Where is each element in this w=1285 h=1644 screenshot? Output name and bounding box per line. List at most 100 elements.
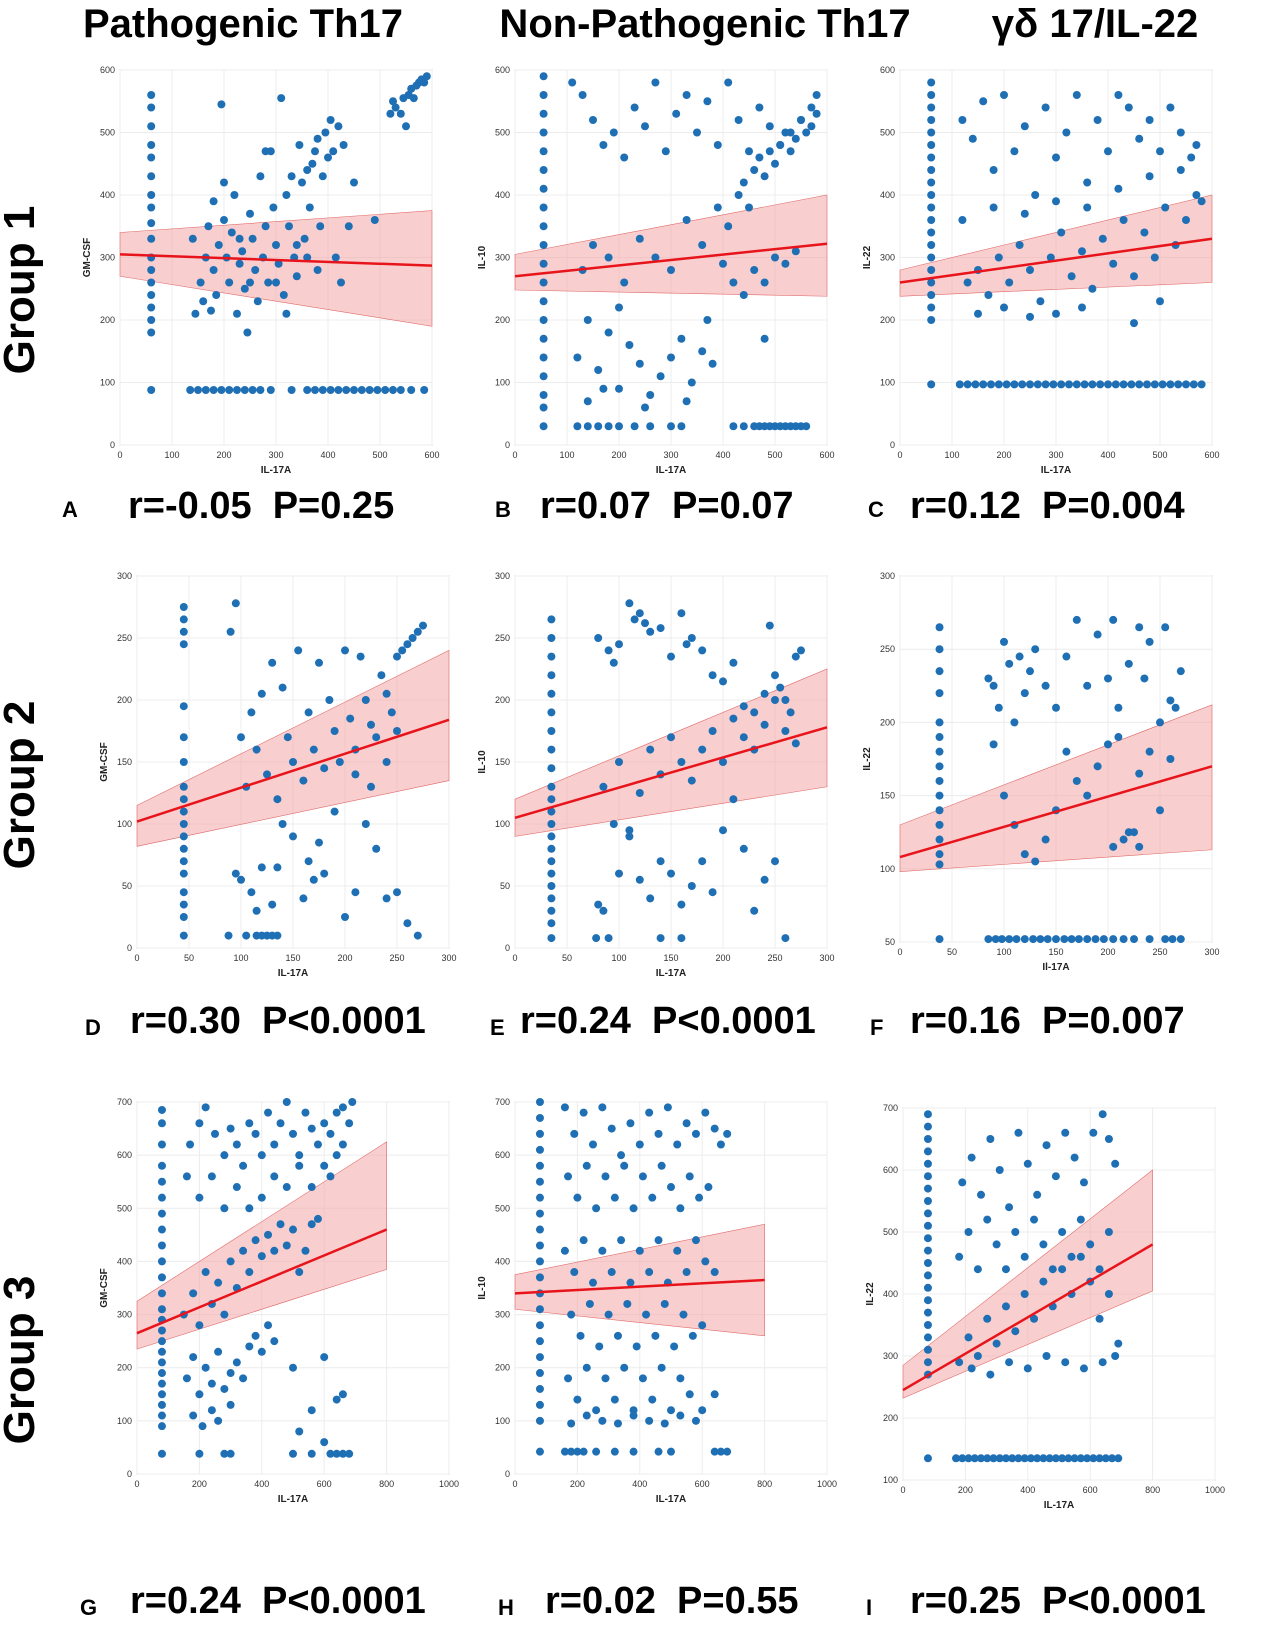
data-point xyxy=(935,747,944,756)
data-point xyxy=(179,627,188,636)
data-point xyxy=(231,869,240,878)
data-point xyxy=(1062,747,1071,756)
data-point xyxy=(1197,197,1206,206)
data-point xyxy=(646,627,655,636)
data-point xyxy=(635,1246,644,1255)
data-point xyxy=(1078,247,1086,256)
data-point xyxy=(186,386,195,394)
data-point xyxy=(220,1384,229,1393)
data-point xyxy=(685,1172,694,1181)
data-point xyxy=(657,1363,666,1372)
data-point xyxy=(935,935,944,944)
data-point xyxy=(179,913,188,921)
data-point xyxy=(583,397,592,406)
data-point xyxy=(1156,147,1164,156)
data-point xyxy=(1098,234,1107,243)
y-tick-label: 600 xyxy=(495,65,510,75)
data-point xyxy=(599,906,608,915)
data-point xyxy=(264,1108,273,1117)
data-point xyxy=(592,1204,601,1213)
data-point xyxy=(1145,935,1154,944)
x-tick-label: 400 xyxy=(632,1479,647,1489)
data-point xyxy=(1020,1252,1029,1261)
data-point xyxy=(927,380,936,389)
data-point xyxy=(381,386,390,394)
data-point xyxy=(147,153,156,162)
data-point xyxy=(687,378,696,387)
data-point xyxy=(1005,1358,1014,1367)
data-point xyxy=(791,247,800,256)
data-point xyxy=(1098,1358,1107,1367)
data-point xyxy=(994,703,1003,712)
data-point xyxy=(704,1183,713,1192)
data-point xyxy=(345,1449,354,1458)
data-point xyxy=(1104,1228,1113,1236)
data-point xyxy=(214,241,223,249)
data-point xyxy=(535,1369,544,1378)
y-tick-label: 100 xyxy=(495,378,510,388)
data-point xyxy=(1083,681,1092,690)
data-point xyxy=(1011,1327,1020,1336)
data-point xyxy=(667,1406,675,1415)
data-point xyxy=(651,253,660,262)
data-point xyxy=(179,857,188,866)
data-point xyxy=(233,309,241,318)
data-point xyxy=(710,1124,719,1133)
data-point xyxy=(179,640,188,649)
data-point xyxy=(351,888,360,897)
data-point xyxy=(157,1225,166,1234)
data-point xyxy=(403,640,412,649)
data-point xyxy=(307,1124,316,1133)
data-point xyxy=(1014,1128,1023,1137)
panel-letter-b: B xyxy=(495,497,511,522)
data-point xyxy=(935,667,944,676)
x-tick-label: 0 xyxy=(512,953,517,963)
data-point xyxy=(308,159,317,168)
data-point xyxy=(695,1193,704,1202)
data-point xyxy=(964,1454,973,1463)
data-point xyxy=(935,791,944,800)
data-point xyxy=(539,278,548,287)
data-point xyxy=(220,216,228,224)
data-point xyxy=(560,1103,569,1112)
data-point xyxy=(1104,147,1112,156)
data-point xyxy=(935,733,944,742)
data-point xyxy=(729,795,738,804)
data-point xyxy=(1067,1252,1076,1261)
data-point xyxy=(1020,935,1029,944)
data-point xyxy=(387,708,396,717)
data-point xyxy=(535,1113,544,1122)
x-tick-label: 0 xyxy=(897,450,902,460)
data-point xyxy=(567,1310,576,1319)
data-point xyxy=(958,216,967,224)
data-point xyxy=(927,153,936,162)
data-point xyxy=(638,1172,647,1181)
data-point xyxy=(573,353,582,362)
data-point xyxy=(1187,153,1196,162)
data-point xyxy=(1088,284,1097,293)
x-tick-label: 600 xyxy=(695,1479,710,1489)
data-point xyxy=(204,222,213,231)
y-tick-label: 200 xyxy=(495,695,510,705)
x-tick-label: 100 xyxy=(164,450,179,460)
data-point xyxy=(710,1268,719,1277)
x-tick-label: 0 xyxy=(134,953,139,963)
data-point xyxy=(927,303,936,312)
data-point xyxy=(617,1151,626,1160)
data-point xyxy=(300,234,309,243)
data-point xyxy=(539,391,548,399)
data-point xyxy=(270,1337,279,1346)
data-point xyxy=(157,1305,166,1314)
data-point xyxy=(535,1321,544,1330)
data-point xyxy=(289,1129,297,1138)
y-tick-label: 300 xyxy=(117,571,132,581)
data-point xyxy=(226,1257,235,1266)
data-point xyxy=(1030,1215,1039,1224)
data-point xyxy=(935,645,944,654)
data-point xyxy=(365,386,374,394)
data-point xyxy=(539,128,548,137)
data-point xyxy=(179,603,188,611)
data-point xyxy=(771,671,779,680)
data-point xyxy=(1020,209,1029,218)
data-point xyxy=(182,1374,191,1383)
